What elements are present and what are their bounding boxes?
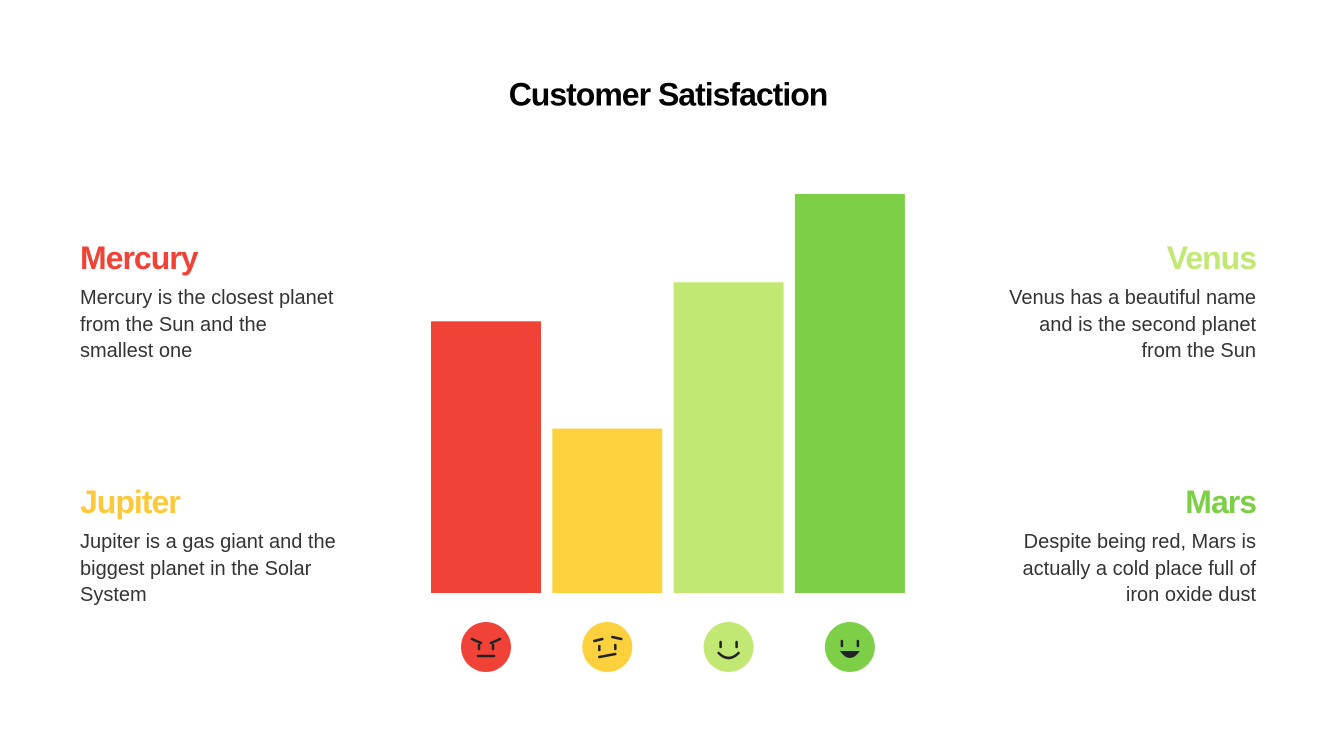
card: Mercury Mercury is the closest planet fr… bbox=[80, 240, 340, 365]
card-title: Venus bbox=[1166, 240, 1257, 276]
face-features bbox=[593, 635, 623, 659]
card-text: Mercury is the closest planet from the S… bbox=[80, 287, 334, 362]
face-circle bbox=[703, 622, 754, 672]
face-icon bbox=[703, 622, 754, 672]
bar bbox=[552, 428, 663, 593]
card-title: Jupiter bbox=[80, 484, 181, 520]
face-features bbox=[470, 637, 502, 658]
face-mouth bbox=[839, 651, 860, 658]
face-circle bbox=[461, 622, 511, 672]
bar bbox=[673, 282, 784, 593]
face-icon bbox=[824, 622, 875, 672]
card: Jupiter Jupiter is a gas giant and the b… bbox=[80, 484, 340, 609]
chart-title: Customer Satisfaction bbox=[509, 76, 828, 112]
card: Venus Venus has a beautiful name and is … bbox=[996, 240, 1257, 365]
card-text: Jupiter is a gas giant and the biggest p… bbox=[80, 531, 336, 606]
face-features bbox=[840, 639, 860, 648]
card: Mars Despite being red, Mars is actually… bbox=[996, 484, 1257, 609]
card-title: Mars bbox=[1185, 484, 1257, 520]
card-text: Despite being red, Mars is actually a co… bbox=[1022, 531, 1256, 606]
face-circle bbox=[824, 622, 875, 672]
card-title: Mercury bbox=[80, 240, 199, 276]
face-circle bbox=[582, 622, 633, 672]
bar bbox=[794, 194, 905, 593]
bar bbox=[431, 321, 541, 593]
face-features bbox=[717, 640, 740, 660]
card-text: Venus has a beautiful name and is the se… bbox=[1009, 287, 1256, 362]
face-icon bbox=[582, 622, 633, 672]
face-icon bbox=[461, 622, 511, 672]
